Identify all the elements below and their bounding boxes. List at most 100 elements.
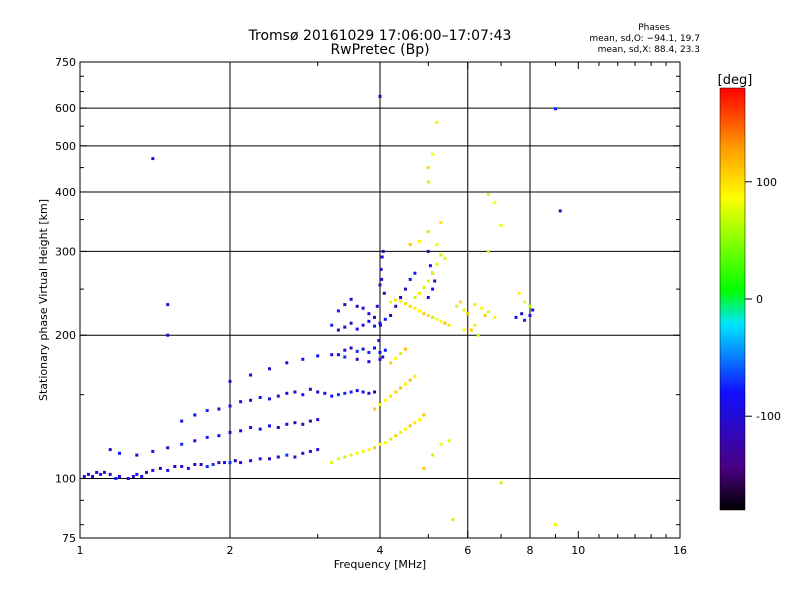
y-tick-label: 75: [62, 532, 76, 545]
o-mode-point: [343, 355, 347, 359]
o-mode-point: [285, 422, 289, 426]
o-mode-point: [367, 319, 371, 323]
x-mode-point: [439, 221, 443, 224]
o-mode-point: [173, 465, 177, 468]
o-mode-point: [343, 325, 347, 329]
o-mode-point: [336, 393, 340, 397]
x-mode-point: [399, 352, 403, 356]
o-mode-point: [361, 390, 365, 394]
o-mode-point: [431, 287, 435, 291]
x-mode-point: [426, 166, 430, 170]
x-mode-point: [476, 333, 480, 337]
colorbar-tick-label: -100: [756, 410, 781, 423]
x-mode-point: [343, 455, 347, 459]
x-mode-point: [404, 302, 407, 306]
o-mode-point: [301, 422, 305, 426]
o-mode-point: [336, 328, 340, 332]
o-mode-point: [285, 361, 289, 365]
o-mode-point: [413, 271, 417, 275]
o-mode-point: [268, 424, 271, 428]
x-mode-point: [499, 481, 503, 485]
o-mode-point: [249, 426, 253, 429]
x-mode-point: [439, 253, 443, 257]
axis-ticks: 1 2 4 6 8 10 16 75 100 200 300 400 500 600 750: [55, 56, 687, 557]
o-mode-point: [293, 421, 297, 425]
o-mode-point: [361, 347, 365, 351]
o-mode-point: [293, 390, 297, 394]
o-mode-point: [381, 355, 385, 359]
x-tick-label: 10: [571, 544, 585, 557]
chart-subtitle: RwPretec (Bp): [330, 42, 429, 58]
o-mode-point: [276, 426, 280, 429]
x-mode-point: [455, 304, 459, 308]
o-mode-point: [367, 351, 371, 354]
x-mode-point: [426, 230, 430, 234]
o-mode-point: [389, 314, 393, 317]
y-tick-label: 750: [55, 56, 76, 69]
x-mode-point: [404, 427, 407, 431]
o-mode-point: [343, 391, 347, 395]
o-mode-point: [316, 448, 320, 452]
o-mode-point: [151, 468, 155, 472]
o-mode-point: [145, 470, 148, 474]
y-tick-label: 300: [55, 245, 76, 258]
x-tick-label: 1: [77, 544, 84, 557]
o-mode-point: [382, 291, 386, 295]
x-mode-point: [418, 418, 421, 422]
x-mode-point: [413, 421, 417, 425]
x-mode-point: [426, 314, 430, 317]
x-mode-point: [399, 386, 403, 390]
x-mode-point: [355, 451, 359, 455]
o-mode-point: [308, 449, 312, 453]
x-mode-point: [486, 310, 490, 314]
o-mode-point: [301, 451, 305, 455]
o-mode-point: [383, 348, 387, 352]
o-mode-point: [558, 209, 562, 213]
o-mode-point: [377, 339, 381, 342]
x-mode-point: [394, 390, 398, 394]
x-mode-point: [435, 243, 439, 247]
o-mode-point: [166, 333, 170, 337]
x-mode-point: [483, 314, 487, 317]
x-mode-point: [336, 457, 340, 461]
x-mode-point: [480, 306, 484, 310]
y-axis-label: Stationary phase Virtual Height [km]: [37, 199, 50, 401]
x-mode-point: [473, 323, 477, 327]
o-mode-point: [95, 470, 99, 474]
grid: [80, 62, 680, 538]
x-tick-label: 2: [227, 544, 234, 557]
o-mode-point: [87, 472, 90, 476]
o-mode-point: [380, 255, 384, 259]
o-mode-point: [108, 472, 112, 476]
x-mode-point: [528, 304, 532, 308]
x-mode-point: [389, 437, 393, 441]
o-mode-point: [373, 390, 376, 394]
x-mode-point: [330, 461, 334, 465]
x-mode-point: [389, 361, 393, 365]
o-mode-point: [355, 327, 359, 331]
colorbar-tick-label: 100: [756, 176, 777, 189]
y-tick-label: 500: [55, 140, 76, 153]
x-mode-point: [431, 271, 435, 275]
o-mode-point: [211, 463, 215, 466]
o-mode-point: [316, 418, 320, 422]
x-mode-point: [394, 298, 398, 302]
x-mode-point: [408, 424, 412, 428]
o-mode-point: [343, 348, 347, 352]
x-mode-point: [404, 347, 407, 351]
o-mode-point: [228, 379, 232, 383]
x-mode-point: [426, 180, 430, 184]
o-mode-point: [381, 249, 385, 253]
x-mode-point: [413, 296, 417, 299]
x-mode-point: [473, 303, 477, 307]
o-mode-point: [180, 419, 184, 423]
x-mode-point: [349, 453, 353, 457]
o-mode-point: [373, 315, 376, 319]
o-mode-point: [316, 390, 320, 394]
o-mode-point: [217, 434, 221, 438]
o-mode-point: [223, 461, 226, 465]
o-mode-point: [404, 287, 407, 291]
x-mode-point: [361, 449, 365, 453]
data-points: [82, 94, 562, 527]
